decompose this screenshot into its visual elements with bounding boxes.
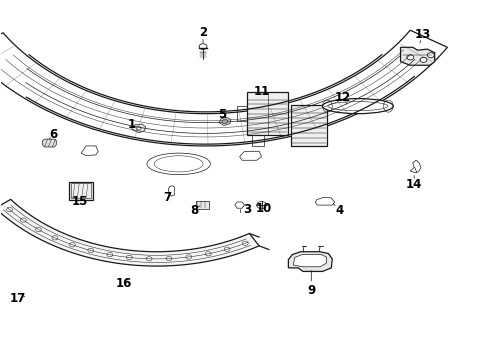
Ellipse shape (147, 153, 210, 175)
Text: 13: 13 (413, 28, 430, 41)
Text: 10: 10 (255, 202, 272, 215)
Text: 15: 15 (71, 195, 88, 208)
Text: 16: 16 (115, 278, 131, 291)
Text: 17: 17 (10, 292, 26, 305)
Polygon shape (42, 139, 56, 147)
Polygon shape (239, 151, 261, 160)
FancyBboxPatch shape (246, 92, 288, 135)
Circle shape (419, 57, 426, 62)
Polygon shape (81, 146, 98, 156)
Polygon shape (288, 252, 331, 271)
Text: 14: 14 (405, 178, 422, 191)
Polygon shape (293, 255, 326, 267)
Polygon shape (0, 199, 259, 266)
Text: 5: 5 (218, 108, 226, 121)
FancyBboxPatch shape (195, 201, 209, 209)
FancyBboxPatch shape (69, 182, 93, 200)
Polygon shape (131, 124, 145, 133)
Text: 6: 6 (49, 127, 58, 141)
Ellipse shape (322, 99, 392, 114)
Text: 7: 7 (163, 192, 171, 204)
Text: 11: 11 (253, 85, 269, 98)
Text: 9: 9 (306, 284, 315, 297)
Circle shape (427, 53, 433, 58)
Text: 4: 4 (335, 204, 343, 217)
Text: 3: 3 (243, 203, 250, 216)
Polygon shape (219, 117, 230, 126)
Text: 2: 2 (199, 27, 207, 40)
Circle shape (406, 55, 413, 60)
Text: 12: 12 (334, 91, 350, 104)
Text: 1: 1 (127, 118, 135, 131)
FancyBboxPatch shape (290, 105, 327, 146)
Polygon shape (400, 47, 434, 65)
Text: 8: 8 (190, 204, 199, 217)
